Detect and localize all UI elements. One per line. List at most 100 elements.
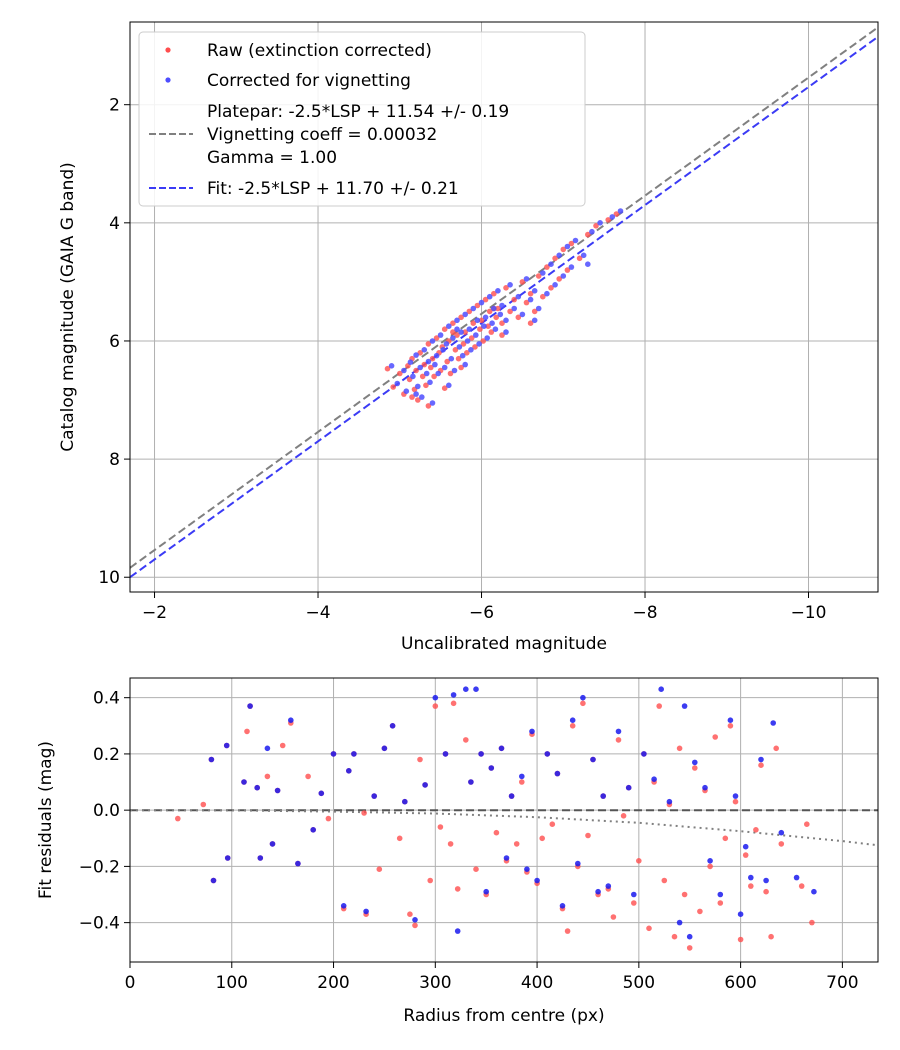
corrected-point — [435, 370, 442, 377]
corrected-point — [421, 347, 428, 353]
corrected-point — [425, 358, 432, 365]
raw-point — [568, 240, 575, 247]
corrected-point — [451, 367, 458, 374]
raw-point — [486, 308, 493, 315]
corrected-point — [676, 919, 683, 926]
raw-point — [279, 742, 286, 749]
corrected-point — [413, 352, 419, 358]
corrected-point — [433, 352, 440, 359]
corrected-point — [437, 332, 444, 338]
corrected-point — [274, 787, 281, 794]
raw-point — [493, 314, 500, 321]
raw-point — [472, 344, 478, 350]
raw-point — [454, 332, 460, 338]
raw-point — [544, 264, 550, 270]
corrected-point — [605, 883, 612, 889]
corrected-point — [508, 793, 515, 799]
corrected-point — [617, 208, 624, 214]
legend-marker-corrected — [165, 77, 171, 83]
corrected-point — [707, 858, 713, 864]
raw-point — [407, 911, 413, 917]
corrected-point — [346, 768, 352, 774]
x-tick-label: −6 — [469, 603, 494, 623]
raw-point — [507, 308, 513, 315]
top-scatter-points — [384, 208, 624, 409]
bottom-axes-frame — [129, 677, 879, 963]
residuals-chart: 0 100 200 300 400 500 600 700 −0.4 −0.2 0.0 0.2 0.4… — [36, 677, 879, 1026]
raw-point — [636, 858, 642, 864]
corrected-point — [427, 379, 433, 386]
raw-point — [527, 320, 534, 327]
raw-point — [732, 798, 739, 805]
corrected-point — [503, 855, 510, 861]
corrected-point — [511, 305, 517, 312]
raw-point — [513, 841, 520, 847]
raw-point — [742, 852, 749, 858]
raw-point — [244, 728, 250, 735]
corrected-point — [524, 866, 530, 872]
raw-point — [305, 773, 311, 780]
y-tick-label: 8 — [109, 450, 120, 470]
raw-point — [523, 299, 530, 306]
bottom-x-ticks: 0 100 200 300 400 500 600 700 — [125, 962, 859, 993]
raw-point — [376, 866, 383, 872]
raw-point — [458, 364, 464, 371]
corrected-point — [489, 320, 495, 327]
corrected-point — [288, 717, 294, 723]
raw-point — [519, 779, 525, 785]
corrected-point — [580, 252, 587, 259]
raw-point — [432, 703, 439, 709]
corrected-point — [595, 888, 601, 895]
corrected-point — [224, 855, 231, 861]
y-tick-label: 10 — [98, 568, 120, 588]
corrected-point — [417, 364, 424, 371]
raw-point — [397, 370, 403, 377]
raw-point — [417, 756, 423, 763]
raw-point — [763, 888, 769, 895]
corrected-point — [413, 391, 419, 397]
raw-point — [646, 925, 652, 932]
raw-point — [413, 367, 419, 374]
raw-point — [727, 723, 734, 729]
raw-point — [527, 290, 534, 297]
corrected-point — [464, 338, 471, 344]
x-tick-label: 0 — [125, 973, 136, 993]
raw-point — [485, 323, 491, 330]
top-y-axis-label: Catalog magnitude (GAIA G band) — [58, 162, 78, 452]
corrected-point — [208, 756, 215, 763]
corrected-point — [407, 359, 414, 366]
calibration-chart: −2 −4 −6 −8 −10 2 4 6 8 10 Uncalibrated magnitud… — [58, 21, 879, 654]
x-tick-label: −4 — [305, 603, 330, 623]
x-tick-label: −10 — [791, 603, 827, 623]
corrected-point — [495, 288, 501, 294]
x-tick-label: −8 — [632, 603, 657, 623]
raw-point — [452, 347, 459, 353]
raw-point — [748, 883, 754, 889]
raw-point — [692, 765, 698, 771]
corrected-point — [410, 373, 416, 380]
raw-point — [441, 385, 448, 392]
corrected-point — [658, 686, 664, 692]
raw-point — [631, 900, 637, 906]
corrected-point — [473, 686, 479, 692]
corrected-point — [476, 341, 482, 347]
raw-point — [396, 835, 403, 842]
corrected-point — [478, 751, 484, 757]
raw-point — [593, 223, 599, 229]
corrected-point — [340, 903, 347, 909]
corrected-point — [544, 751, 551, 757]
corrected-point — [529, 728, 535, 735]
corrected-point — [560, 273, 567, 279]
corrected-point — [468, 347, 474, 353]
corrected-point — [717, 891, 724, 898]
corrected-point — [429, 338, 436, 344]
raw-point — [433, 335, 440, 341]
corrected-point — [631, 891, 637, 898]
corrected-point — [609, 214, 616, 220]
corrected-point — [241, 779, 247, 785]
top-y-ticks: 2 4 6 8 10 — [98, 96, 130, 588]
corrected-point — [519, 311, 526, 318]
raw-point — [712, 734, 718, 740]
raw-point — [488, 329, 495, 335]
